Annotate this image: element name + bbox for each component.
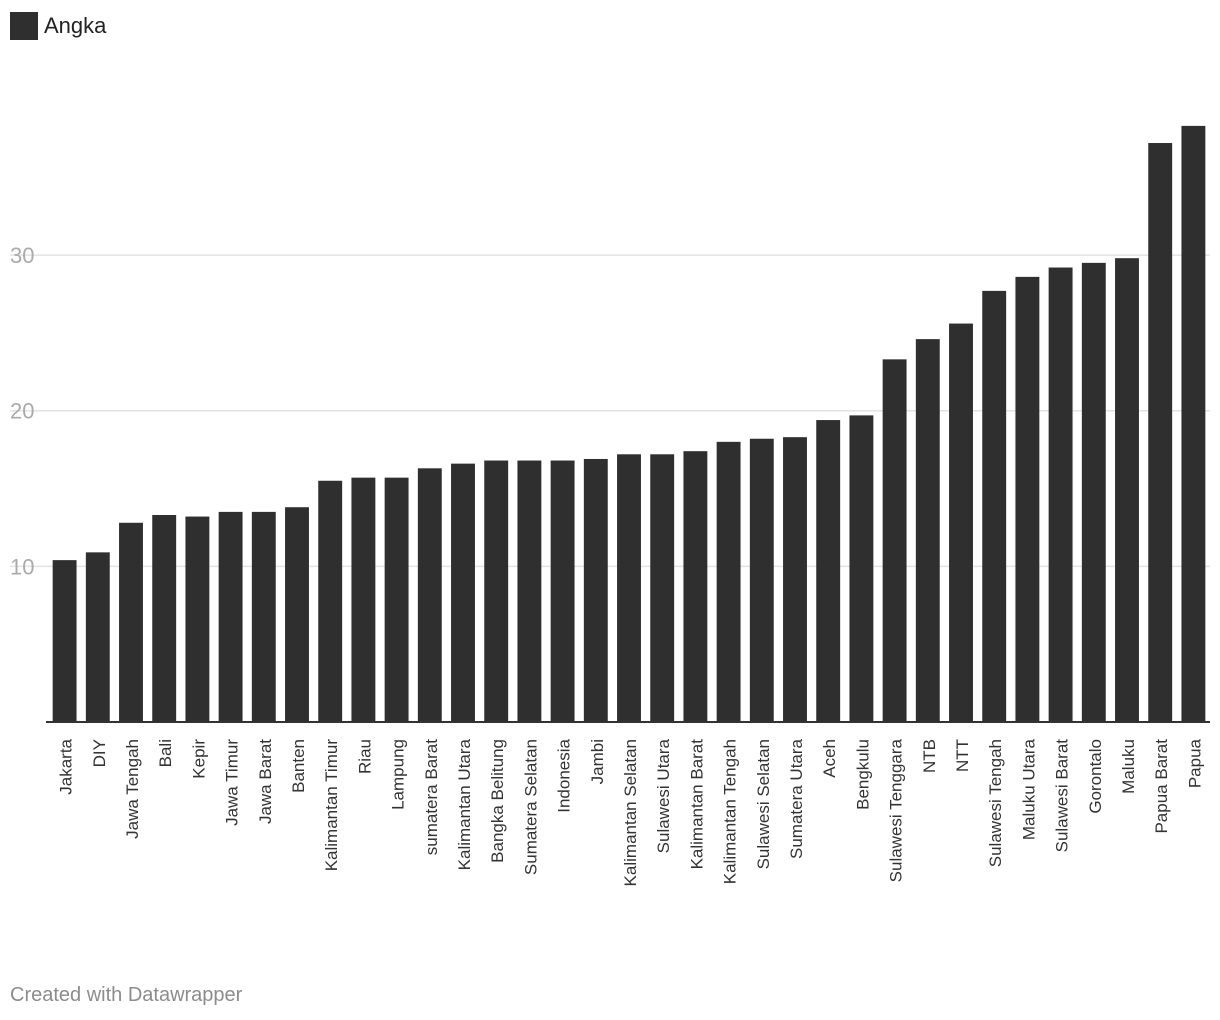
y-tick-label: 10	[10, 554, 34, 579]
x-tick-label: Riau	[355, 739, 374, 774]
x-tick-label: Kalimantan Selatan	[621, 739, 640, 886]
bar	[351, 477, 376, 722]
x-tick-label: Sulawesi Selatan	[754, 739, 773, 869]
bar	[417, 468, 442, 722]
x-tick-label: NTT	[953, 739, 972, 772]
bar	[683, 451, 708, 722]
bar	[384, 477, 409, 722]
x-tick-label: Papua Barat	[1152, 739, 1171, 834]
bar	[484, 460, 509, 722]
bar	[949, 323, 973, 722]
x-tick-label: Sumatera Utara	[787, 738, 806, 859]
bar	[451, 463, 475, 722]
x-tick-label: Bali	[156, 739, 175, 767]
x-tick-label: Jakarta	[57, 738, 76, 794]
legend-label: Angka	[44, 13, 107, 38]
x-tick-label: Sumatera Selatan	[521, 739, 540, 875]
x-tick-label: Sulawesi Tenggara	[887, 738, 906, 882]
bar	[1015, 276, 1040, 722]
bar	[882, 359, 907, 722]
x-tick-label: Maluku Utara	[1019, 738, 1038, 840]
bar	[915, 339, 940, 722]
bar	[152, 514, 177, 722]
x-tick-label: Kalimantan Tengah	[721, 739, 740, 884]
x-tick-label: Gorontalo	[1086, 739, 1105, 814]
x-tick-label: Jawa Timur	[223, 739, 242, 826]
x-tick-label: Kalimantan Utara	[455, 738, 474, 870]
x-tick-label: Jambi	[588, 739, 607, 784]
legend-swatch	[10, 12, 38, 40]
x-tick-label: NTB	[920, 739, 939, 773]
bar	[650, 454, 675, 722]
x-tick-label: Jawa Barat	[256, 739, 275, 824]
bar	[218, 511, 243, 722]
x-tick-label: DIY	[90, 739, 109, 767]
footer-credit: Created with Datawrapper	[10, 984, 243, 1006]
x-tick-label: Kalimantan Barat	[687, 739, 706, 870]
bar	[749, 438, 774, 722]
bar	[119, 522, 143, 722]
bar	[982, 290, 1007, 722]
x-tick-label: Lampung	[389, 739, 408, 810]
bar	[1148, 143, 1173, 722]
y-tick-label: 30	[10, 243, 34, 268]
bar	[583, 458, 608, 722]
bar	[849, 415, 874, 722]
x-tick-label: Kalimantan Timur	[322, 739, 341, 872]
bar	[783, 437, 807, 722]
bar	[1081, 262, 1106, 722]
x-tick-label: Banten	[289, 739, 308, 793]
x-tick-label: Sulawesi Tengah	[986, 739, 1005, 867]
bar	[251, 511, 276, 722]
y-tick-label: 20	[10, 399, 34, 424]
bar	[816, 420, 841, 722]
x-tick-label: Papua	[1185, 738, 1204, 788]
x-tick-label: Sulawesi Utara	[654, 738, 673, 853]
chart-legend: Angka	[10, 12, 106, 40]
x-tick-label: Kepir	[189, 739, 208, 779]
bar	[1115, 258, 1139, 722]
bar	[716, 441, 741, 722]
x-tick-label: Maluku	[1119, 739, 1138, 794]
x-tick-label: Indonesia	[555, 738, 574, 812]
bar	[318, 480, 343, 722]
bar	[285, 507, 309, 722]
bar	[550, 460, 575, 722]
bar	[85, 552, 110, 722]
bar	[517, 460, 542, 722]
x-tick-label: sumatera Barat	[422, 739, 441, 855]
x-tick-label: Sulawesi Barat	[1053, 739, 1072, 853]
bar	[1181, 125, 1206, 722]
bar	[1048, 267, 1073, 722]
x-tick-label: Bengkulu	[853, 739, 872, 810]
bar	[185, 516, 210, 722]
bar	[617, 454, 641, 722]
bar	[52, 560, 77, 722]
x-tick-label: Jawa Tengah	[123, 739, 142, 839]
x-tick-label: Bangka Belitung	[488, 739, 507, 863]
bar-chart: 10 20 30 Jakarta DIY Jawa Tengah Bali Kepir Jawa…	[10, 125, 1210, 886]
x-tick-label: Aceh	[820, 739, 839, 778]
